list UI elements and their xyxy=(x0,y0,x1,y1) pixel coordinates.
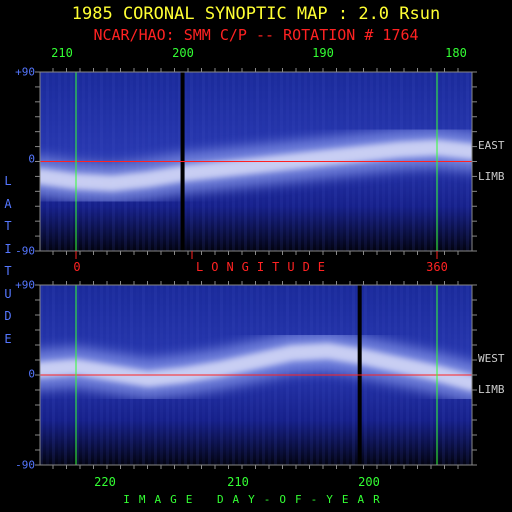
latitude-tick-bottom-panel1: -90 xyxy=(15,244,35,258)
top-tick-label: 200 xyxy=(172,46,194,60)
top-tick-label: 190 xyxy=(312,46,334,60)
longitude-tick-360: 360 xyxy=(426,260,448,274)
top-tick-label: 210 xyxy=(51,46,73,60)
latitude-tick-top-panel1: +90 xyxy=(15,65,35,79)
streamer-belt-core xyxy=(40,343,472,391)
day-tick-label: 220 xyxy=(94,475,116,489)
chart-title: 1985 CORONAL SYNOPTIC MAP : 2.0 Rsun xyxy=(71,4,441,24)
longitude-axis-label: LONGITUDE xyxy=(196,260,334,274)
east-limb-label-line1: EAST xyxy=(478,139,505,152)
latitude-axis-label: LATITUDE xyxy=(4,174,12,346)
west-limb-label-line2: LIMB xyxy=(478,383,505,396)
east-limb-label-line2: LIMB xyxy=(478,170,505,183)
day-tick-label: 210 xyxy=(227,475,249,489)
day-of-year-axis-label: IMAGE DAY-OF-YEAR xyxy=(123,493,389,506)
streamer-belt-core xyxy=(40,139,472,192)
latitude-tick-bottom-panel2: -90 xyxy=(15,458,35,472)
latitude-tick-zero-panel2: 0 xyxy=(28,367,35,381)
longitude-tick-0: 0 xyxy=(73,260,81,274)
chart-subtitle: NCAR/HAO: SMM C/P -- ROTATION # 1764 xyxy=(93,26,419,44)
top-tick-label: 180 xyxy=(445,46,467,60)
latitude-tick-zero-panel1: 0 xyxy=(28,152,35,166)
latitude-tick-top-panel2: +90 xyxy=(15,278,35,292)
day-tick-label: 200 xyxy=(358,475,380,489)
west-limb-label-line1: WEST xyxy=(478,352,505,365)
